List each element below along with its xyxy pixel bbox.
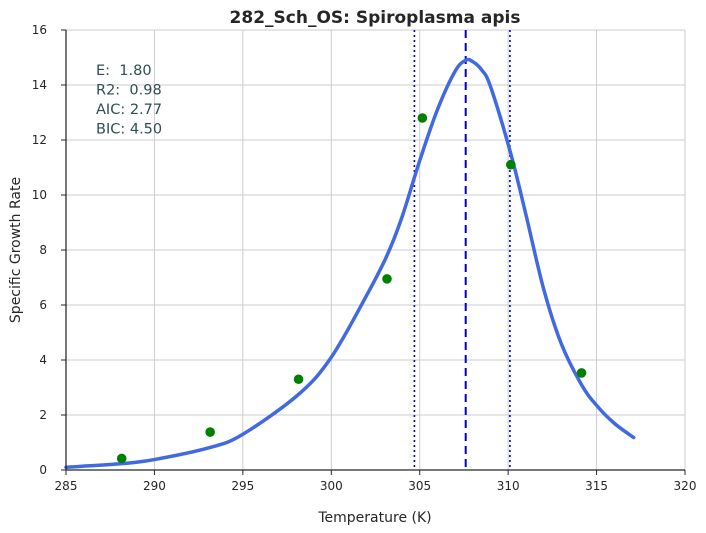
fit-stat-3: BIC: 4.50	[96, 122, 162, 138]
data-point-3	[382, 274, 392, 284]
y-tick-label-7: 14	[32, 78, 47, 92]
data-point-6	[576, 368, 587, 378]
x-tick-label-0: 285	[55, 479, 78, 493]
x-tick-label-3: 300	[320, 479, 343, 493]
x-tick-label-2: 295	[231, 479, 254, 493]
y-tick-label-4: 8	[39, 243, 47, 257]
grid	[65, 29, 686, 471]
y-tick-label-3: 6	[39, 298, 47, 312]
y-tick-label-5: 10	[32, 188, 47, 202]
y-tick-label-6: 12	[32, 133, 47, 147]
fit-stat-0: E: 1.80	[96, 63, 152, 79]
observed-points-series	[116, 113, 587, 464]
x-tick-label-6: 315	[585, 479, 608, 493]
data-point-4	[417, 113, 428, 123]
y-axis-label: Specific Growth Rate	[8, 177, 24, 323]
reference-lines	[413, 30, 511, 470]
x-tick-label-7: 320	[674, 479, 697, 493]
y-tick-label-8: 16	[32, 23, 47, 37]
fitted-curve-series	[64, 57, 636, 469]
x-tick-label-5: 310	[497, 479, 520, 493]
x-tick-label-4: 305	[408, 479, 431, 493]
fit-stat-2: AIC: 2.77	[96, 102, 162, 118]
data-point-2	[293, 374, 304, 385]
data-point-1	[205, 427, 215, 437]
x-axis-ticks: 285 290 295 300 305 310 315 320	[55, 470, 697, 493]
fit-stat-1: R2: 0.98	[96, 83, 162, 99]
x-tick-label-1: 290	[143, 479, 166, 493]
data-point-0	[116, 453, 127, 464]
fit-statistics: E: 1.80 R2: 0.98 AIC: 2.77 BIC: 4.50	[96, 63, 162, 138]
y-axis-ticks: 0 2 4 6 8 10 12 14 16	[32, 23, 66, 477]
data-point-5	[505, 159, 516, 170]
fitted-curve-line	[64, 57, 636, 469]
y-tick-label-0: 0	[39, 463, 47, 477]
y-tick-label-1: 2	[39, 408, 47, 422]
x-axis-label: Temperature (K)	[317, 510, 431, 526]
y-tick-label-2: 4	[39, 353, 47, 367]
chart-title: 282_Sch_OS: Spiroplasma apis	[230, 8, 521, 28]
